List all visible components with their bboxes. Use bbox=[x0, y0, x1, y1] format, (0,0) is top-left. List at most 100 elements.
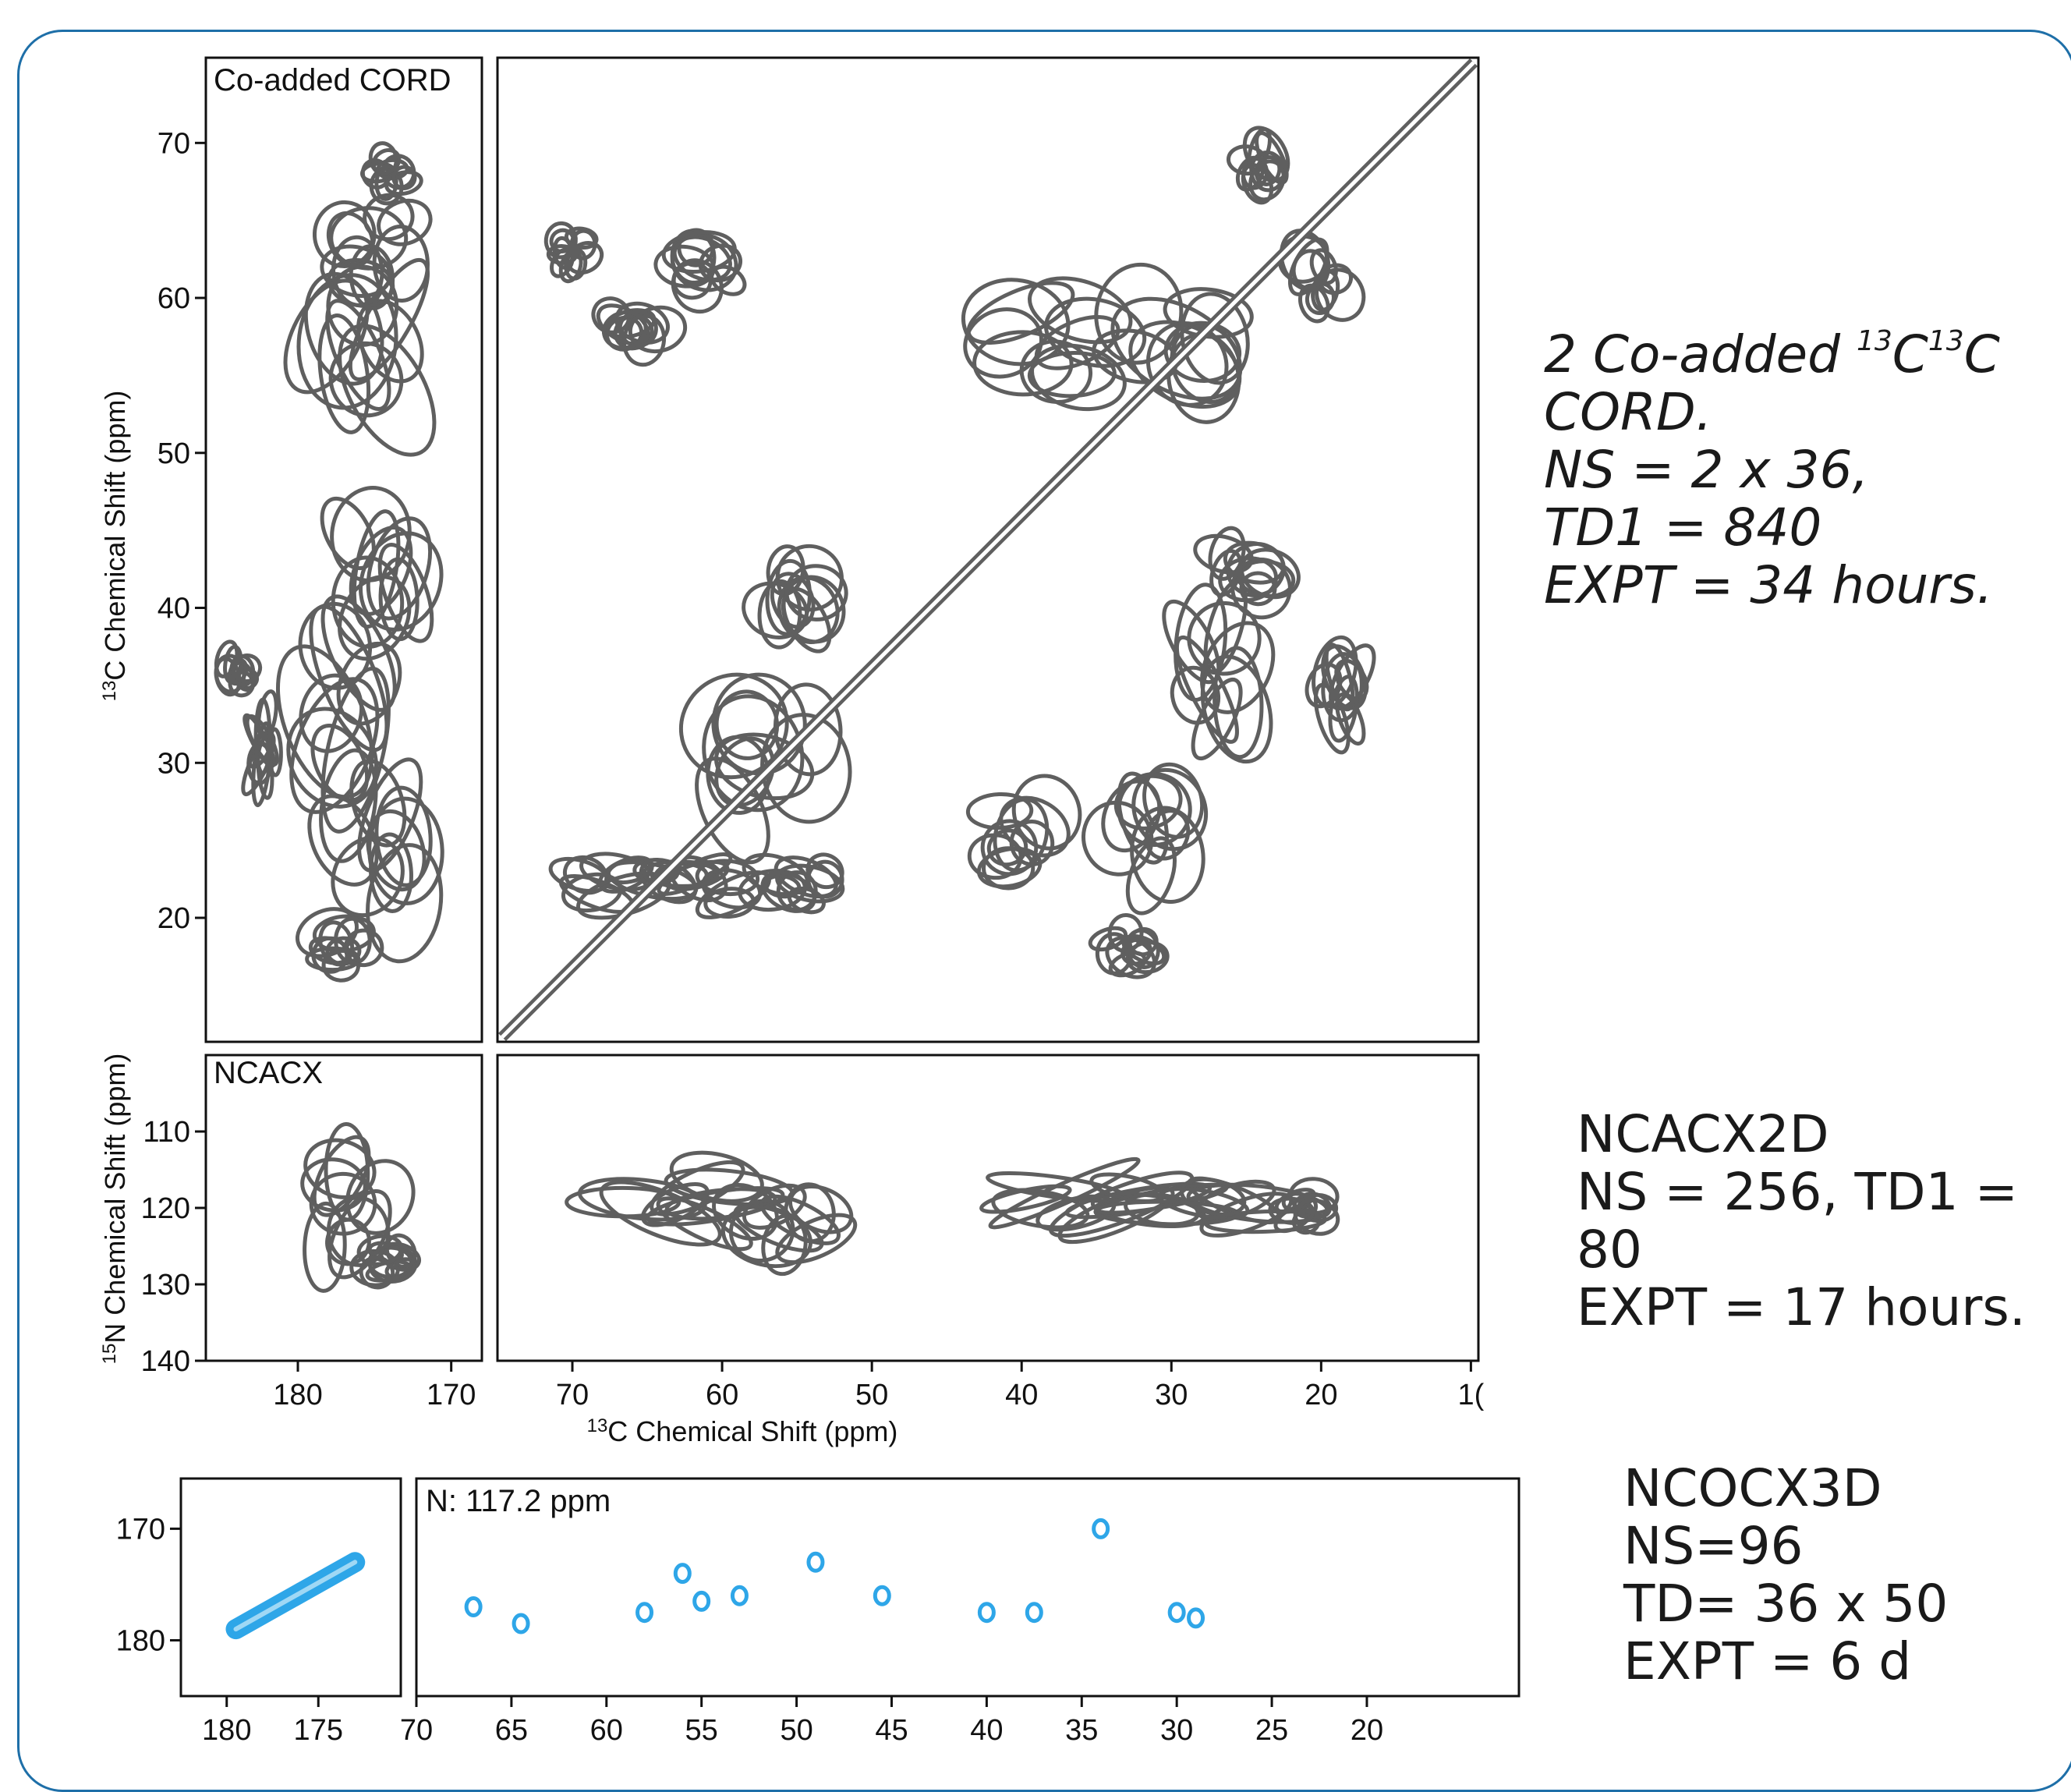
cord-main-contour-8-7 bbox=[1239, 571, 1277, 607]
ncocx-peak-1 bbox=[512, 1613, 530, 1634]
ncacx-co-xtick-label-1: 170 bbox=[427, 1379, 476, 1411]
cord-main-contour-11-8 bbox=[1028, 276, 1133, 345]
ncocx-main-plot bbox=[464, 1518, 1205, 1634]
ncocx-peak-9 bbox=[1167, 1602, 1186, 1624]
cord-main-blob-4 bbox=[742, 544, 848, 653]
cord-co-contour-4-8 bbox=[246, 742, 274, 785]
panel-ncocx-co: 170 180 180 175 bbox=[116, 1477, 402, 1742]
cord-main-contour-5-6 bbox=[1009, 820, 1055, 866]
ncacx-co-ytick-label-1: 120 bbox=[141, 1192, 190, 1225]
cord-main-contour-4-8 bbox=[742, 581, 809, 639]
cord-annotation: 2 Co-added 13C13C CORD. NS = 2 x 36, TD1… bbox=[1544, 326, 2000, 614]
cord-main-blob-14 bbox=[1226, 126, 1290, 205]
cord-main-contour-14-9 bbox=[1247, 127, 1272, 172]
cord-co-contour-2-1 bbox=[289, 677, 380, 814]
ncocx-co-ytick-label-1: 180 bbox=[116, 1624, 165, 1657]
cord-line-4: TD1 = 840 bbox=[1544, 497, 1822, 558]
cord-co-contour-0-8 bbox=[318, 920, 355, 967]
cord-co-panel-label: Co-added CORD bbox=[214, 63, 451, 97]
cord-main-contour-7-9 bbox=[1174, 635, 1239, 744]
ncocx-peak-3 bbox=[692, 1590, 711, 1612]
ncocx-co-xtick-label-1: 175 bbox=[294, 1714, 343, 1742]
cord-main-contour-6-4 bbox=[1142, 762, 1205, 839]
cord-main-blob-3 bbox=[678, 672, 852, 865]
cord-main-contour-5-9 bbox=[999, 795, 1071, 858]
cord-main-contour-10-5 bbox=[1108, 951, 1147, 978]
cord-main-contour-11-5 bbox=[963, 307, 1043, 379]
cord-main-contour-17-7 bbox=[564, 226, 599, 250]
ncacx-main-contour-2-5 bbox=[988, 1156, 1141, 1230]
ncocx-main-xtick-label-6: 40 bbox=[970, 1714, 1003, 1742]
cord-co-contour-3-8 bbox=[378, 557, 420, 642]
ncacx-main-contour-2-7 bbox=[979, 1184, 1072, 1214]
cord-co-contour-8-9 bbox=[391, 165, 417, 190]
ncocx-peak-10 bbox=[1187, 1607, 1205, 1629]
ncocx-peak-2 bbox=[635, 1602, 654, 1624]
cord-ylabel: 13C Chemical Shift (ppm) bbox=[99, 391, 131, 702]
cord-co-blob-8 bbox=[359, 141, 423, 206]
cord-main-contour-2-9 bbox=[742, 852, 809, 897]
cord-line-3: NS = 2 x 36, bbox=[1544, 439, 1869, 500]
cord-co-ytick-label-1: 30 bbox=[158, 747, 190, 780]
cord-main-contour-16-9 bbox=[601, 310, 648, 350]
cord-title-line: 2 Co-added 13C13C bbox=[1544, 326, 2000, 384]
cord-co-blob-3 bbox=[320, 486, 444, 661]
shared-xlabel: 13C Chemical Shift (ppm) bbox=[587, 1415, 898, 1447]
cord-main-contour-13-9 bbox=[1305, 282, 1336, 316]
cord-co-contour-6-6 bbox=[283, 278, 370, 395]
cord-co-ytick-label-0: 20 bbox=[158, 902, 190, 935]
ncocx-main-frame bbox=[415, 1477, 1521, 1698]
ncocx-peak-0 bbox=[464, 1596, 483, 1618]
cord-main-contour-17-8 bbox=[564, 247, 588, 281]
panel-cord-main bbox=[496, 56, 1480, 1043]
ncocx-main-panel-label: N: 117.2 ppm bbox=[426, 1484, 611, 1518]
cord-sup-a: 13 bbox=[1856, 325, 1892, 357]
cord-co-contour-1-7 bbox=[331, 835, 405, 918]
ncacx-co-contour-0-3 bbox=[309, 1171, 377, 1236]
cord-title-b: C bbox=[1892, 324, 1928, 384]
cord-co-contour-6-3 bbox=[303, 271, 384, 386]
cord-co-contour-6-9 bbox=[317, 313, 371, 434]
ncacx-line-3: 80 bbox=[1577, 1219, 1642, 1280]
cord-main-contour-5-4 bbox=[980, 819, 1039, 877]
ncacx-ylabel-sup: 15 bbox=[99, 1344, 120, 1365]
cord-main-contour-14-7 bbox=[1248, 159, 1286, 202]
cord-main-contour-11-9 bbox=[1019, 339, 1093, 404]
ncacx-co-panel-label: NCACX bbox=[214, 1056, 323, 1090]
cord-main-contour-13-8 bbox=[1315, 267, 1366, 322]
shared-xlabel-text: C Chemical Shift (ppm) bbox=[607, 1415, 897, 1447]
cord-main-contour-4-3 bbox=[765, 558, 812, 636]
cord-co-blob-2 bbox=[275, 594, 402, 834]
ncocx-peak-4 bbox=[730, 1585, 749, 1606]
ncacx-main-xtick-label-1: 60 bbox=[706, 1379, 738, 1411]
cord-main-blob-8 bbox=[1193, 526, 1301, 620]
cord-title-a: 2 Co-added bbox=[1544, 324, 1857, 384]
ncacx-main-xtick-label-0: 70 bbox=[556, 1379, 589, 1411]
cord-main-contour-9-0 bbox=[1335, 692, 1366, 746]
shared-xlabel-sup: 13 bbox=[587, 1415, 608, 1436]
cord-main-frame bbox=[496, 56, 1480, 1043]
ncocx-main-xtick-label-2: 60 bbox=[590, 1714, 623, 1742]
cord-co-blob-1 bbox=[307, 748, 444, 964]
ncacx-ylabel: 15N Chemical Shift (ppm) bbox=[99, 1054, 131, 1365]
ncacx-line-4: EXPT = 17 hours. bbox=[1577, 1277, 2026, 1337]
cord-main-contour-15-7 bbox=[671, 260, 713, 300]
cord-co-blob-5 bbox=[214, 639, 263, 698]
cord-ylabel-text: C Chemical Shift (ppm) bbox=[99, 391, 131, 681]
ncacx-main-frame bbox=[496, 1054, 1480, 1362]
ncacx-main-contour-3-9 bbox=[1093, 1199, 1241, 1227]
cord-main-contour-4-9 bbox=[770, 572, 816, 629]
axis-labels: 13C Chemical Shift (ppm)15N Chemical Shi… bbox=[99, 391, 897, 1447]
ncocx-peak-8 bbox=[1092, 1518, 1110, 1539]
cord-main-contour-13-0 bbox=[1298, 283, 1330, 324]
ncacx-line-1: NCACX2D bbox=[1577, 1104, 1829, 1164]
cord-main-contour-11-7 bbox=[1030, 343, 1127, 412]
cord-sup-b: 13 bbox=[1928, 325, 1964, 357]
cord-main-contour-15-9 bbox=[661, 230, 737, 274]
ncacx-main-contour-1-7 bbox=[742, 1183, 807, 1230]
cord-co-contour-7-3 bbox=[377, 198, 433, 246]
ncacx-main-contour-4-8 bbox=[1268, 1196, 1315, 1225]
cord-co-contour-3-7 bbox=[331, 555, 405, 649]
cord-main-contour-11-4 bbox=[961, 278, 1071, 367]
cord-main-contour-4-7 bbox=[757, 579, 802, 650]
